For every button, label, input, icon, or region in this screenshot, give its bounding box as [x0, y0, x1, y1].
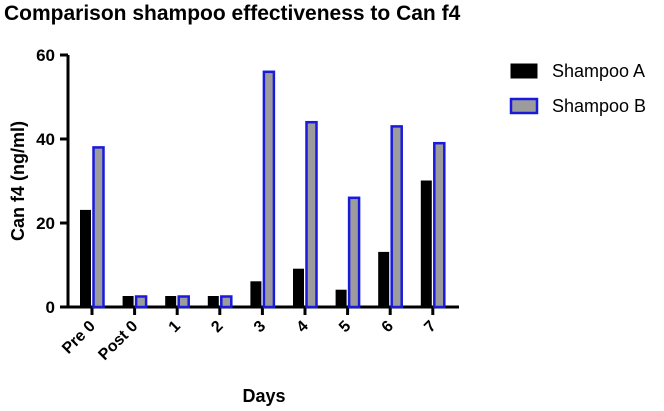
- legend-label-shampoo-b: Shampoo B: [552, 96, 646, 116]
- y-tick-label: 40: [36, 130, 55, 149]
- legend-label-shampoo-a: Shampoo A: [552, 61, 645, 81]
- bar-shampoo-b: [390, 125, 403, 309]
- x-tick-label: 2: [208, 318, 226, 336]
- y-tick-label: 0: [46, 298, 55, 317]
- x-tick-label: Post 0: [95, 318, 141, 364]
- legend: Shampoo A Shampoo B: [509, 61, 646, 116]
- bar-shampoo-b: [220, 295, 233, 309]
- y-axis-label: Can f4 (ng/ml): [8, 121, 28, 241]
- y-ticks: 0 20 40 60: [36, 46, 68, 317]
- x-tick-label: 6: [379, 318, 397, 336]
- x-tick-label: 3: [251, 318, 269, 336]
- bar-shampoo-b: [433, 141, 446, 309]
- bar-shampoo-a: [293, 268, 304, 308]
- bar-shampoo-a: [165, 296, 177, 308]
- x-tick-label: 4: [294, 318, 312, 336]
- bar-shampoo-b: [134, 295, 148, 309]
- x-tick-label: 7: [421, 318, 439, 336]
- bar-shampoo-b: [92, 146, 105, 309]
- bar-shampoo-a: [250, 281, 262, 308]
- legend-swatch-shampoo-b: [509, 97, 539, 115]
- bar-shampoo-b: [177, 295, 190, 309]
- x-axis-label: Days: [242, 386, 285, 406]
- x-tick-label: Pre 0: [59, 318, 99, 358]
- y-tick-label: 20: [36, 214, 55, 233]
- legend-swatch-shampoo-a: [510, 63, 538, 79]
- x-tick-label: 5: [336, 318, 354, 336]
- x-tick-label: 1: [166, 318, 184, 336]
- bar-shampoo-a: [80, 209, 91, 308]
- bar-shampoo-b: [262, 70, 276, 309]
- bar-shampoo-a: [378, 251, 390, 308]
- bars: [80, 70, 446, 309]
- bar-shampoo-a: [122, 296, 134, 308]
- bar-shampoo-a: [207, 296, 219, 308]
- chart-title: Comparison shampoo effectiveness to Can …: [4, 2, 461, 25]
- bar-shampoo-b: [347, 196, 361, 309]
- bar-shampoo-a: [335, 289, 347, 308]
- bar-shampoo-b: [305, 120, 318, 309]
- y-tick-label: 60: [36, 46, 55, 65]
- bar-shampoo-a: [420, 180, 432, 308]
